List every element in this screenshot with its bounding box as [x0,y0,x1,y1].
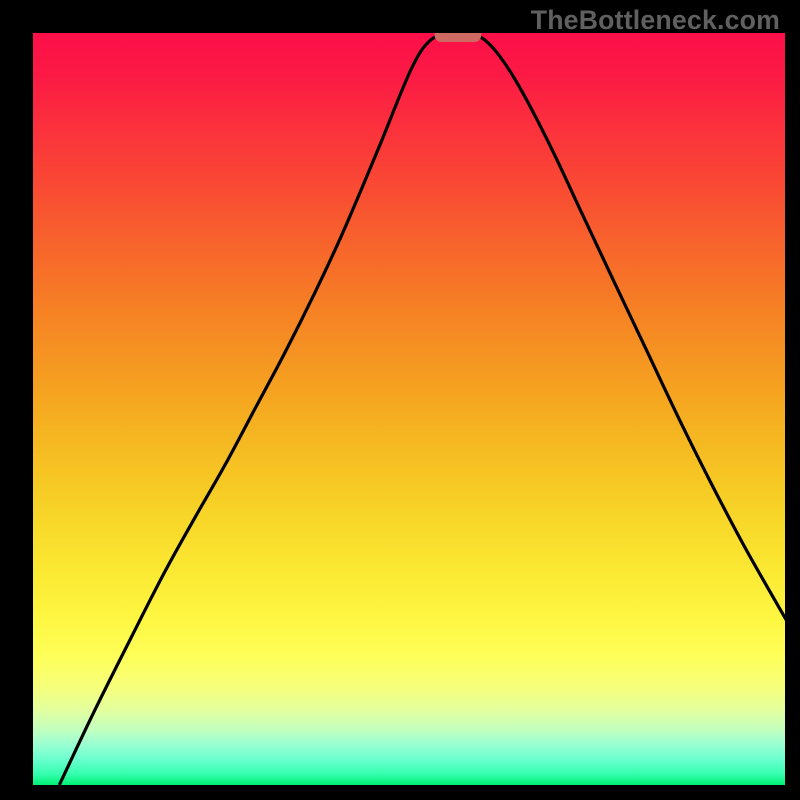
stage: TheBottleneck.com [0,0,800,800]
gradient-background [33,33,785,785]
watermark-label: TheBottleneck.com [531,5,780,36]
plot-area [33,33,785,785]
